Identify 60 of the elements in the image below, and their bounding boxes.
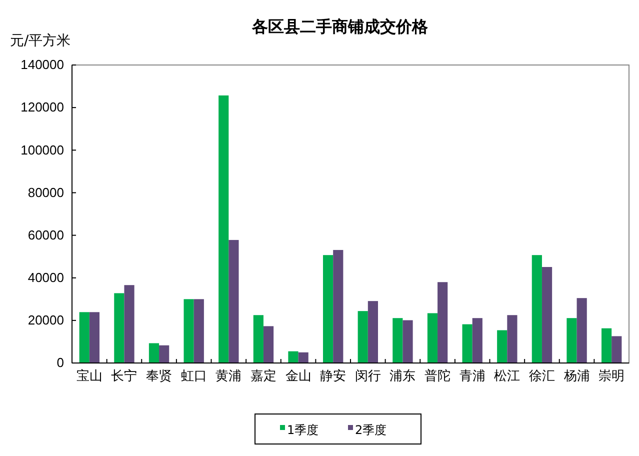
y-tick-label: 120000 [20, 100, 64, 115]
bar [263, 326, 274, 363]
x-tick-label: 嘉定 [250, 368, 276, 384]
x-tick-label: 普陀 [424, 368, 451, 384]
x-tick-label: 长宁 [111, 368, 138, 384]
x-tick-label: 虹口 [180, 368, 207, 384]
y-axis-title: 元/平方米 [10, 33, 71, 49]
x-tick-label: 闵行 [354, 368, 381, 384]
bar [427, 313, 438, 363]
bar [532, 255, 542, 363]
bar [542, 267, 552, 363]
x-tick-label: 金山 [285, 368, 312, 384]
y-tick-label: 40000 [28, 270, 64, 286]
x-tick-label: 黄浦 [216, 368, 242, 384]
bar [89, 312, 100, 363]
x-tick-label: 奉贤 [146, 368, 172, 384]
y-tick-label: 100000 [20, 142, 64, 158]
bar [612, 336, 622, 363]
y-tick-label: 0 [56, 355, 64, 370]
legend-label: 1季度 [287, 423, 319, 437]
bar [462, 324, 472, 363]
x-tick-label: 徐汇 [528, 368, 555, 384]
bar [228, 240, 239, 363]
x-tick-label: 青浦 [459, 368, 486, 384]
x-tick-label: 杨浦 [562, 368, 590, 384]
bar [392, 318, 403, 363]
bar [253, 315, 264, 363]
y-tick-label: 60000 [28, 227, 64, 242]
bar [184, 299, 194, 363]
bar [507, 315, 518, 363]
bar [148, 343, 160, 363]
legend-label: 2季度 [355, 423, 387, 437]
bar [288, 351, 298, 363]
y-tick-label: 20000 [28, 312, 64, 328]
x-tick-label: 静安 [320, 368, 346, 384]
bar [114, 293, 124, 363]
bar [438, 282, 448, 363]
x-tick-label: 浦东 [390, 368, 416, 384]
y-tick-label: 80000 [28, 184, 64, 200]
bar [368, 301, 378, 363]
bar [333, 250, 344, 363]
bar [323, 255, 334, 363]
bar [194, 299, 204, 363]
bar [159, 345, 170, 363]
bar [566, 318, 577, 363]
bar [79, 312, 90, 363]
bar [472, 318, 482, 363]
x-tick-label: 崇明 [598, 368, 625, 384]
bar [358, 311, 368, 363]
x-tick-label: 宝山 [76, 368, 102, 384]
y-tick-label: 140000 [20, 57, 64, 72]
bar [497, 330, 508, 363]
bar [602, 328, 612, 363]
chart-title: 各区县二手商铺成交价格 [251, 17, 429, 36]
bar [576, 298, 587, 363]
bar [218, 95, 229, 363]
bar [124, 285, 134, 363]
bar [298, 352, 308, 363]
bar [402, 320, 413, 363]
x-tick-label: 松江 [494, 368, 520, 384]
